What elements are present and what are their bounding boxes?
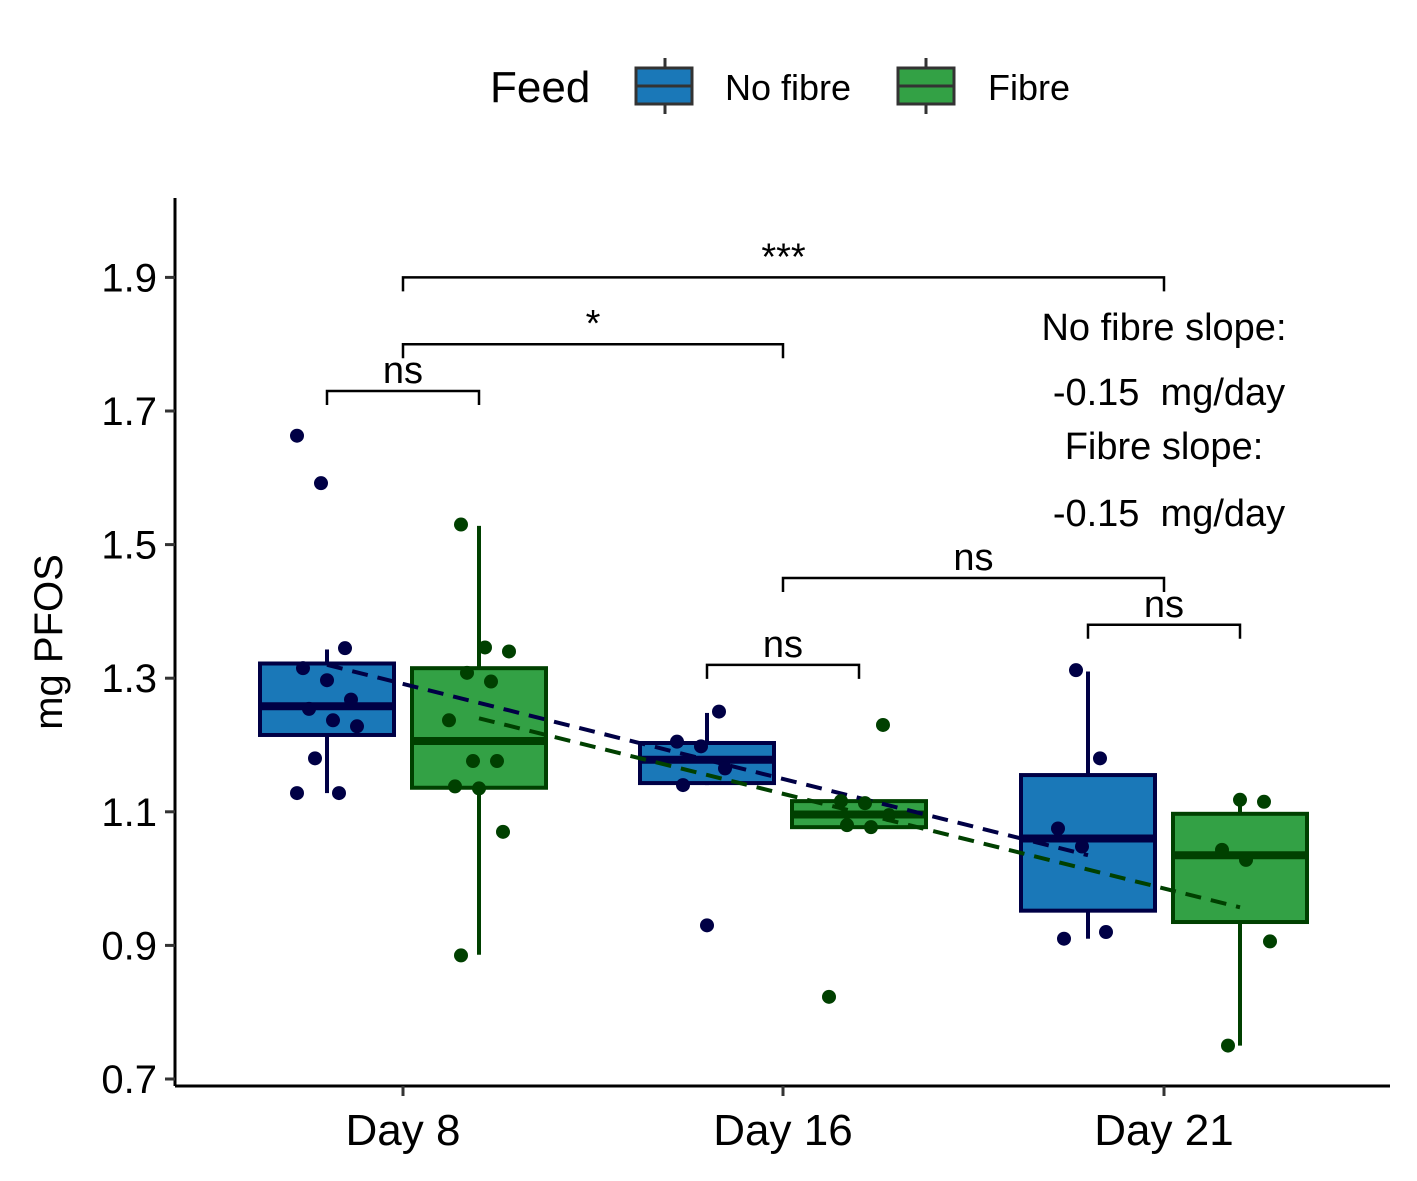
significance-label-3: ns — [763, 624, 803, 666]
data-point-fibre-day-8 — [466, 754, 480, 769]
legend-key-no-fibre — [634, 58, 694, 114]
data-point-fibre-day-8 — [460, 665, 474, 680]
data-point-fibre-day-8 — [490, 754, 504, 769]
significance-bracket-1 — [401, 342, 785, 359]
data-point-fibre-day-21 — [1263, 934, 1277, 949]
data-point-fibre-day-16 — [840, 818, 854, 833]
data-point-no-fibre-day-8 — [290, 786, 304, 801]
significance-label-4: ns — [953, 537, 993, 579]
data-point-fibre-day-8 — [472, 781, 486, 796]
annotation-fibre-slope-value: -0.15 mg/day — [1053, 493, 1285, 535]
trend-line-no-fibre — [326, 662, 1089, 858]
data-point-fibre-day-16 — [864, 820, 878, 835]
box-fibre-day-21 — [1171, 811, 1309, 925]
trend-line-fibre — [478, 716, 1241, 910]
legend-title: Feed — [490, 63, 590, 112]
significance-bracket-4 — [781, 576, 1166, 592]
data-point-no-fibre-day-21 — [1075, 839, 1089, 854]
data-point-no-fibre-day-21 — [1069, 663, 1083, 678]
annotation-no-fibre-slope-value: -0.15 mg/day — [1053, 372, 1285, 414]
data-point-fibre-day-21 — [1233, 792, 1247, 807]
significance-label-2: *** — [761, 236, 806, 278]
data-point-fibre-day-8 — [502, 644, 516, 659]
y-tick-label: 0.9 — [101, 924, 157, 968]
data-point-fibre-day-16 — [876, 717, 890, 732]
x-tick-label: Day 21 — [1094, 1106, 1233, 1155]
y-tick-label: 1.7 — [101, 390, 157, 434]
significance-label-1: * — [586, 303, 601, 345]
data-point-fibre-day-16 — [858, 796, 872, 811]
legend-key-fibre — [896, 58, 956, 114]
data-point-no-fibre-day-8 — [344, 692, 358, 707]
significance-label-5: ns — [1144, 584, 1184, 626]
y-tick-label: 0.7 — [101, 1058, 157, 1102]
data-point-no-fibre-day-8 — [338, 641, 352, 656]
data-point-no-fibre-day-8 — [320, 673, 334, 688]
data-point-fibre-day-16 — [834, 794, 848, 809]
data-point-fibre-day-21 — [1215, 842, 1229, 857]
data-point-no-fibre-day-21 — [1093, 751, 1107, 766]
data-point-no-fibre-day-21 — [1057, 931, 1071, 946]
data-point-no-fibre-day-16 — [712, 704, 726, 719]
data-point-no-fibre-day-16 — [670, 734, 684, 749]
legend-label-no-fibre: No fibre — [725, 67, 851, 108]
data-point-no-fibre-day-8 — [308, 751, 322, 766]
data-point-fibre-day-8 — [484, 674, 498, 689]
data-point-fibre-day-21 — [1221, 1038, 1235, 1053]
y-tick-label: 1.1 — [101, 791, 157, 835]
significance-bracket-2 — [401, 276, 1166, 292]
data-point-no-fibre-day-8 — [296, 661, 310, 676]
data-point-fibre-day-21 — [1239, 852, 1253, 867]
legend-label-fibre: Fibre — [988, 67, 1070, 108]
data-point-fibre-day-8 — [478, 640, 492, 655]
data-point-no-fibre-day-16 — [676, 778, 690, 793]
data-point-fibre-day-16 — [822, 989, 836, 1004]
y-tick-label: 1.5 — [101, 524, 157, 568]
data-point-no-fibre-day-8 — [314, 476, 328, 491]
box-fibre-day-8 — [410, 666, 548, 790]
data-point-no-fibre-day-21 — [1051, 821, 1065, 836]
data-point-no-fibre-day-21 — [1099, 925, 1113, 940]
x-tick-label: Day 16 — [713, 1106, 852, 1155]
y-tick-label: 1.3 — [101, 657, 157, 701]
significance-bracket-5 — [1086, 623, 1242, 639]
data-point-fibre-day-16 — [882, 808, 896, 823]
y-axis-title: mg PFOS — [27, 554, 71, 730]
annotation-fibre-slope-label: Fibre slope: — [1065, 426, 1264, 468]
x-tick-label: Day 8 — [346, 1106, 461, 1155]
annotation-no-fibre-slope-label: No fibre slope: — [1041, 307, 1286, 349]
data-point-no-fibre-day-8 — [332, 786, 346, 801]
data-point-fibre-day-21 — [1257, 794, 1271, 809]
data-point-no-fibre-day-8 — [290, 428, 304, 443]
data-point-no-fibre-day-8 — [350, 719, 364, 734]
legend: Feed No fibre Fibre — [490, 58, 1070, 114]
data-point-no-fibre-day-8 — [326, 713, 340, 728]
data-point-no-fibre-day-16 — [718, 761, 732, 776]
significance-bracket-0 — [325, 389, 481, 405]
data-point-no-fibre-day-8 — [302, 701, 316, 716]
data-point-no-fibre-day-16 — [700, 918, 714, 933]
significance-bracket-3 — [705, 663, 861, 679]
data-point-fibre-day-8 — [454, 948, 468, 963]
plot-area: 0.7 0.9 1.1 1.3 1.5 1.7 1.9 Day 8 Day 16 Day 21 ns… — [101, 198, 1390, 1155]
data-point-fibre-day-8 — [496, 824, 510, 839]
data-point-fibre-day-8 — [448, 779, 462, 794]
data-point-fibre-day-8 — [454, 517, 468, 532]
data-point-no-fibre-day-16 — [694, 739, 708, 754]
data-point-fibre-day-8 — [442, 713, 456, 728]
y-tick-label: 1.9 — [101, 256, 157, 300]
